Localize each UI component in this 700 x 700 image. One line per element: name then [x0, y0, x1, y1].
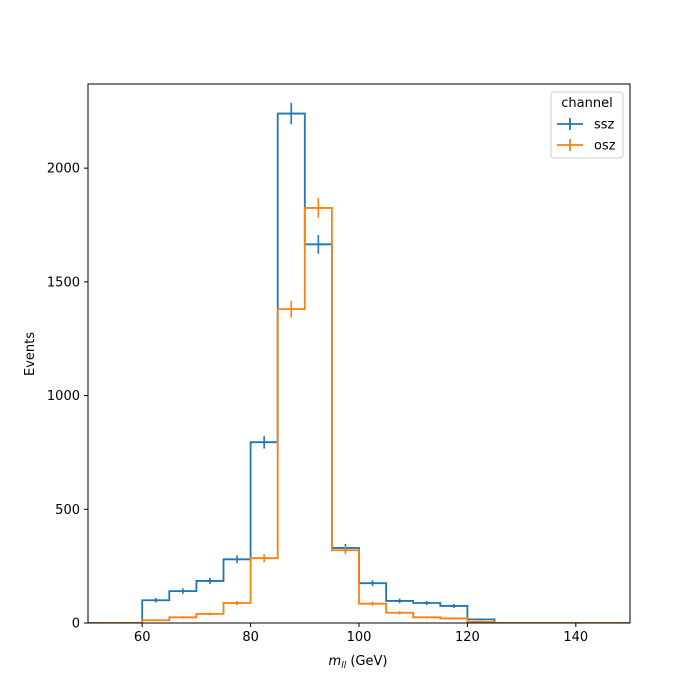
y-tick-label: 1000: [47, 389, 80, 404]
y-axis-label: Events: [23, 332, 38, 376]
x-tick-label: 140: [563, 630, 588, 645]
y-axis: 0 500 1000 1500 2000: [47, 162, 88, 632]
series-osz: [88, 198, 630, 623]
x-axis-label-main: m: [329, 654, 342, 669]
legend-title: channel: [561, 96, 612, 111]
y-tick-label: 500: [55, 503, 80, 518]
x-axis: 60 80 100 120 140: [134, 623, 588, 645]
x-tick-label: 100: [347, 630, 372, 645]
legend-entry-ssz: ssz: [557, 118, 615, 133]
legend-entry-osz: osz: [557, 139, 616, 154]
legend: channel ssz osz: [550, 91, 624, 159]
plot-frame: [87, 83, 631, 624]
series-step-line: [88, 112, 630, 623]
y-tick-label: 1500: [47, 275, 80, 290]
legend-label: osz: [594, 139, 616, 154]
x-tick-label: 120: [455, 630, 480, 645]
y-tick-label: 2000: [47, 162, 80, 177]
y-tick-label: 0: [72, 617, 80, 632]
x-axis-label-unit: (GeV): [346, 654, 387, 669]
x-tick-label: 80: [242, 630, 259, 645]
legend-box: [550, 91, 624, 159]
series-layer: [88, 102, 630, 623]
x-axis-label-sub: ll: [341, 661, 347, 671]
series-step-line: [88, 207, 630, 623]
x-axis-label: mll (GeV): [329, 654, 388, 671]
x-tick-label: 60: [134, 630, 151, 645]
legend-label: ssz: [594, 118, 615, 133]
series-ssz: [88, 102, 630, 623]
